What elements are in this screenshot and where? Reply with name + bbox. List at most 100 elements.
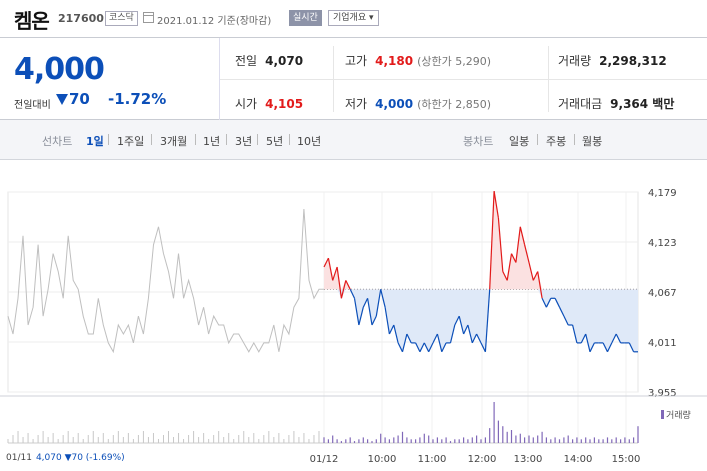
price-change: 70 — [69, 90, 90, 108]
stat-prev-label: 전일 — [235, 54, 258, 68]
today-line-segment — [611, 333, 617, 344]
today-line-segment — [506, 253, 513, 281]
today-line-segment — [537, 271, 543, 299]
x-tick-label: 11:00 — [418, 454, 447, 465]
realtime-button[interactable]: 실시간 — [289, 10, 322, 26]
price-chart: 4,179 4,123 4,067 4,011 3,955 01/12 10:00 11:00… — [0, 160, 707, 471]
today-line-segment — [563, 315, 569, 326]
current-price: 4,000 — [14, 52, 105, 87]
prev-day-line — [7, 208, 324, 354]
lower-limit: (하한가 2,850) — [417, 98, 491, 111]
x-tick-label: 15:00 — [612, 454, 641, 465]
stat-volume: 거래량 2,298,312 — [558, 52, 667, 69]
footer-date: 01/11 — [6, 453, 32, 463]
today-line-segment — [419, 342, 425, 353]
today-line-segment — [323, 257, 329, 268]
stat-amount: 거래대금 9,364 백만 — [558, 95, 674, 112]
tab-separator — [195, 134, 196, 145]
x-tick-label: 10:00 — [368, 454, 397, 465]
today-line-segment — [327, 257, 334, 281]
today-line-segment — [489, 191, 495, 290]
tab-10year[interactable]: 10년 — [297, 135, 322, 148]
tab-separator — [574, 134, 575, 145]
divider — [548, 46, 549, 112]
today-line-segment — [406, 333, 412, 344]
tab-separator — [289, 134, 290, 145]
stat-amount-value: 9,364 백만 — [610, 97, 675, 111]
volume-legend-label: 거래량 — [666, 411, 691, 421]
y-tick-label: 4,011 — [648, 338, 677, 349]
today-line-segment — [358, 307, 364, 326]
stat-volume-label: 거래량 — [558, 54, 592, 68]
tab-3month[interactable]: 3개월 — [160, 135, 188, 148]
volume-legend-swatch — [661, 410, 664, 419]
divider — [333, 46, 334, 112]
today-line-segment — [545, 298, 552, 308]
today-line-segment — [471, 333, 478, 344]
tab-separator — [226, 134, 227, 145]
today-line-segment — [532, 271, 539, 281]
today-line-segment — [371, 315, 377, 326]
today-line-segment — [515, 226, 521, 263]
today-line-segment — [441, 342, 447, 353]
current-price-box: 4,000 전일대비 70 -1.72% — [0, 38, 220, 120]
tab-weekly-candle[interactable]: 주봉 — [546, 135, 567, 148]
tab-1year[interactable]: 1년 — [203, 135, 221, 148]
today-line-segment — [580, 333, 587, 344]
today-line-segment — [497, 217, 504, 272]
today-line-segment — [436, 333, 443, 352]
today-line-segment — [524, 244, 530, 263]
stat-open: 시가 4,105 — [235, 95, 303, 112]
stock-name: 켐온 — [14, 9, 50, 33]
x-tick-label: 01/12 — [310, 454, 339, 465]
footer-quote: 01/11 4,070 ▼70 (-1.69%) — [6, 453, 125, 463]
below-baseline-area — [324, 289, 638, 352]
today-line-segment — [349, 289, 356, 299]
stat-low: 저가 4,000 (하한가 2,850) — [345, 95, 491, 112]
tab-1week[interactable]: 1주일 — [117, 135, 145, 148]
company-overview-dropdown[interactable]: 기업개요 ▾ — [328, 10, 379, 26]
down-arrow-icon — [56, 94, 68, 105]
tab-5year[interactable]: 5년 — [266, 135, 284, 148]
tab-separator — [257, 134, 258, 145]
today-line-segment — [493, 191, 499, 218]
footer-price: 4,070 ▼70 (-1.69%) — [35, 453, 125, 463]
today-line-segment — [415, 342, 421, 353]
today-line-segment — [340, 280, 347, 299]
today-line-segment — [572, 324, 578, 344]
stock-code: 217600 — [58, 12, 104, 25]
today-line-segment — [458, 315, 465, 335]
today-line-segment — [454, 315, 460, 326]
tab-daily-candle[interactable]: 일봉 — [509, 135, 530, 148]
today-line-segment — [423, 342, 430, 353]
line-chart-caption: 선차트 — [42, 135, 73, 148]
above-baseline-area — [324, 191, 638, 290]
today-line-segment — [380, 289, 386, 308]
tab-monthly-candle[interactable]: 월봉 — [582, 135, 603, 148]
today-line-segment — [362, 298, 369, 308]
tab-1day[interactable]: 1일 — [86, 135, 104, 148]
upper-limit: (상한가 5,290) — [417, 55, 491, 68]
stat-prev-value: 4,070 — [265, 54, 304, 68]
today-line-segment — [602, 342, 609, 353]
today-line-segment — [449, 324, 456, 344]
volume-legend: 거래량 — [661, 408, 691, 421]
row-divider — [220, 79, 707, 80]
stat-low-value: 4,000 — [375, 97, 414, 111]
stat-high-label: 고가 — [345, 54, 368, 68]
today-line-segment — [554, 298, 561, 308]
x-tick-label: 13:00 — [514, 454, 543, 465]
today-line-segment — [432, 333, 438, 344]
today-line-segment — [467, 324, 473, 344]
today-line-segment — [388, 324, 395, 335]
chart-canvas: 4,179 4,123 4,067 4,011 3,955 01/12 10:00 11:00… — [0, 188, 707, 465]
period-tabs: 선차트 1일 1주일 3개월 1년 3년 5년 10년 봉차트 일봉 주봉 월봉 — [0, 120, 707, 160]
today-line-segment — [510, 253, 517, 263]
y-tick-label: 4,123 — [648, 238, 677, 249]
today-line-segment — [606, 342, 613, 353]
stat-open-value: 4,105 — [265, 97, 304, 111]
calendar-icon — [143, 12, 154, 23]
tab-3year[interactable]: 3년 — [235, 135, 253, 148]
today-line-segment — [528, 262, 534, 281]
today-line-segment — [628, 342, 635, 353]
